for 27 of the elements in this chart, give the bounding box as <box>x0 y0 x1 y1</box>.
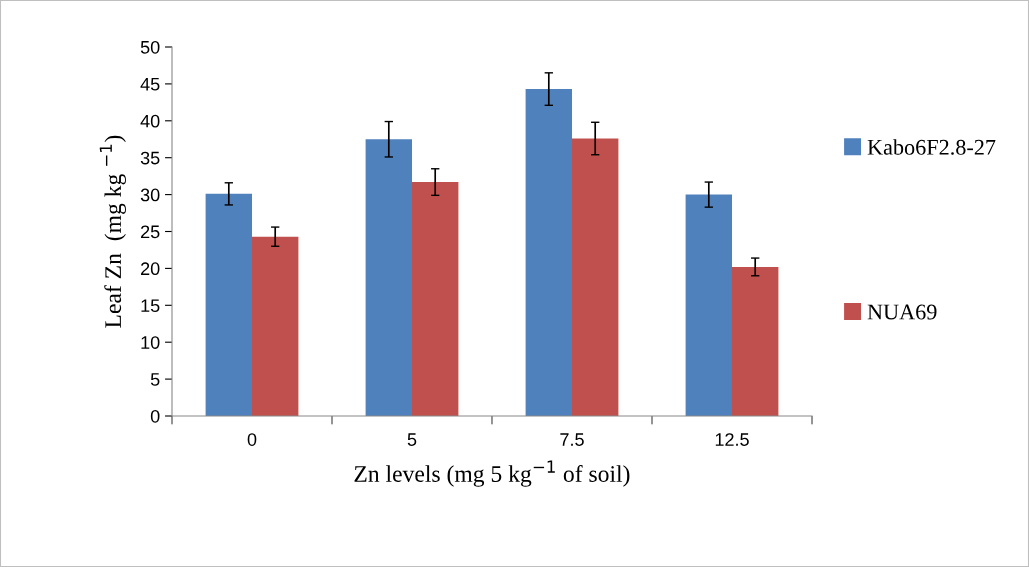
y-tick-label: 40 <box>140 114 160 128</box>
bar <box>205 193 252 416</box>
x-axis-title: Zn levels (mg 5 kg$^{−1}$ of soil) <box>354 460 630 487</box>
bar <box>525 89 572 416</box>
bar <box>412 182 459 416</box>
y-tick-label: 10 <box>141 336 160 349</box>
x-tick-label: 0 <box>247 433 257 446</box>
y-tick-label: 5 <box>150 373 160 386</box>
x-tick-label: 12.5 <box>715 433 749 446</box>
y-tick-label: 35 <box>140 151 160 165</box>
legend-label: Kabo6F2.8-27 <box>867 139 996 155</box>
y-tick-label: 45 <box>140 78 160 91</box>
legend-label: NUA69 <box>867 304 937 320</box>
y-axis-title: Leaf Zn (mg kg $^{−1}$) <box>99 135 126 328</box>
x-tick-label: 7.5 <box>560 433 584 446</box>
x-tick-label: 5 <box>407 433 417 446</box>
y-tick-label: 50 <box>140 40 160 54</box>
bar <box>685 194 732 416</box>
bar <box>732 266 779 416</box>
bar <box>572 138 619 416</box>
y-tick-label: 20 <box>141 262 160 276</box>
y-tick-label: 0 <box>150 409 160 423</box>
y-tick-label: 30 <box>140 188 160 202</box>
bar <box>365 139 412 416</box>
y-tick-label: 25 <box>141 225 160 239</box>
y-tick-label: 15 <box>141 299 160 313</box>
bar <box>252 236 299 416</box>
